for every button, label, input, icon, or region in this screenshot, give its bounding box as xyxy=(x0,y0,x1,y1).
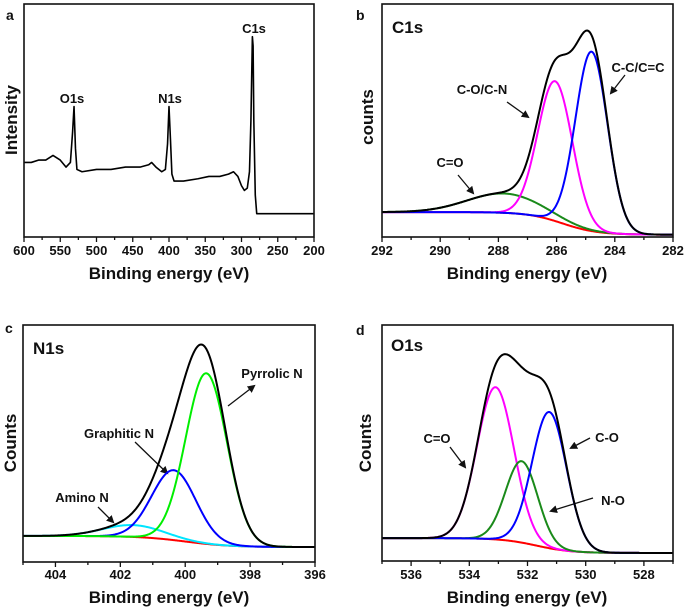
annotation-c-o-c-n: C-O/C-N xyxy=(457,82,508,97)
annotation-amino-n: Amino N xyxy=(55,490,108,505)
x-tick-label: 286 xyxy=(546,243,568,258)
x-axis-label-b: Binding energy (eV) xyxy=(447,264,608,283)
x-tick-label: 200 xyxy=(303,243,325,258)
panel-title-b: C1s xyxy=(392,18,423,37)
x-tick-label: 404 xyxy=(45,567,67,582)
component-line-c-c-c-c xyxy=(382,50,673,236)
y-axis-label-d: Counts xyxy=(356,414,375,473)
x-tick-label: 528 xyxy=(633,567,655,582)
x-tick-label: 500 xyxy=(86,243,108,258)
x-tick-label: 350 xyxy=(194,243,216,258)
arrow-pyrrolic-n xyxy=(227,384,256,407)
x-tick-label: 396 xyxy=(304,567,326,582)
x-tick-label: 288 xyxy=(488,243,510,258)
x-tick-label: 400 xyxy=(174,567,196,582)
annotation-c-c-c-c: C-C/C=C xyxy=(611,60,665,75)
x-tick-label: 536 xyxy=(400,567,422,582)
envelope-line xyxy=(23,343,315,549)
component-line-c-o xyxy=(382,386,673,554)
annotation-pyrrolic-n: Pyrrolic N xyxy=(241,366,302,381)
arrow-graphitic-n xyxy=(134,441,169,475)
plot-frame xyxy=(22,324,316,563)
x-axis-label-c: Binding energy (eV) xyxy=(89,588,250,607)
envelope-line xyxy=(382,353,673,554)
annotation-c-o-d: C-O xyxy=(595,430,619,445)
panel-letter-d: d xyxy=(356,322,365,338)
baseline-line xyxy=(382,537,673,554)
x-tick-label: 292 xyxy=(371,243,393,258)
annotation-graphitic-n: Graphitic N xyxy=(84,426,154,441)
panel-letter-c: c xyxy=(5,320,13,336)
envelope-line xyxy=(382,29,673,236)
peak-label-c1s: C1s xyxy=(242,21,266,36)
x-tick-label: 398 xyxy=(239,567,261,582)
annotation-c-eq-o-d: C=O xyxy=(423,431,450,446)
x-tick-label: 400 xyxy=(158,243,180,258)
arrow-n-o-d xyxy=(549,497,594,514)
x-tick-label: 282 xyxy=(662,243,684,258)
x-tick-label: 534 xyxy=(458,567,480,582)
plot-c: 404 402 400 398 396 xyxy=(22,324,326,582)
y-axis-label-a: Intensity xyxy=(2,85,21,155)
component-line-pyrrolic-n xyxy=(23,372,315,549)
panel-title-d: O1s xyxy=(391,336,423,355)
x-tick-label: 550 xyxy=(49,243,71,258)
panel-letter-a: a xyxy=(6,7,14,23)
panel-letter-b: b xyxy=(356,7,365,23)
x-tick-label: 300 xyxy=(231,243,253,258)
arrow-c-eq-o-d xyxy=(449,446,467,469)
x-tick-label: 600 xyxy=(13,243,35,258)
panel-title-c: N1s xyxy=(33,339,64,358)
plot-layer: 600 550 500 450 400 350 300 250 200 292 290 288 286 2… xyxy=(13,3,684,582)
plot-a: 600 550 500 450 400 350 300 250 200 xyxy=(13,3,325,258)
plot-b: 292 290 288 286 284 282 xyxy=(371,3,684,258)
arrow-c-o-c-n xyxy=(506,101,530,119)
x-axis-label-a: Binding energy (eV) xyxy=(89,264,250,283)
y-axis-label-b: counts xyxy=(358,89,377,145)
panel-c-n1s: c N1s Pyrrolic N Graphitic N Amino N Bin… xyxy=(1,320,303,607)
arrow-c-o-d xyxy=(569,437,591,449)
arrow-c-c-c-c xyxy=(609,74,626,95)
plot-d: 536 534 532 530 528 xyxy=(381,324,674,582)
x-tick-label: 284 xyxy=(604,243,626,258)
panel-d-o1s: d O1s C=O C-O N-O Binding energy (eV) Co… xyxy=(356,322,625,607)
plot-frame xyxy=(23,3,315,238)
y-axis-label-c: Counts xyxy=(1,414,20,473)
x-tick-label: 530 xyxy=(575,567,597,582)
arrow-c-eq-o xyxy=(457,174,475,195)
plot-frame xyxy=(381,324,674,562)
peak-label-o1s: O1s xyxy=(60,91,85,106)
x-tick-label: 450 xyxy=(122,243,144,258)
survey-spectrum-line xyxy=(24,35,314,215)
x-axis-label-d: Binding energy (eV) xyxy=(447,588,608,607)
peak-label-n1s: N1s xyxy=(158,91,182,106)
panel-b-c1s: b C1s C-O/C-N C-C/C=C C=O Binding energy… xyxy=(356,7,665,283)
x-tick-label: 532 xyxy=(517,567,539,582)
x-tick-label: 290 xyxy=(429,243,451,258)
plot-frame xyxy=(381,3,674,238)
x-tick-label: 402 xyxy=(109,567,131,582)
panel-a-survey: a O1s N1s C1s Binding energy (eV) Intens… xyxy=(2,7,266,283)
arrow-amino-n xyxy=(97,506,115,524)
annotation-n-o-d: N-O xyxy=(601,493,625,508)
x-tick-label: 250 xyxy=(267,243,289,258)
annotation-c-eq-o: C=O xyxy=(436,155,463,170)
